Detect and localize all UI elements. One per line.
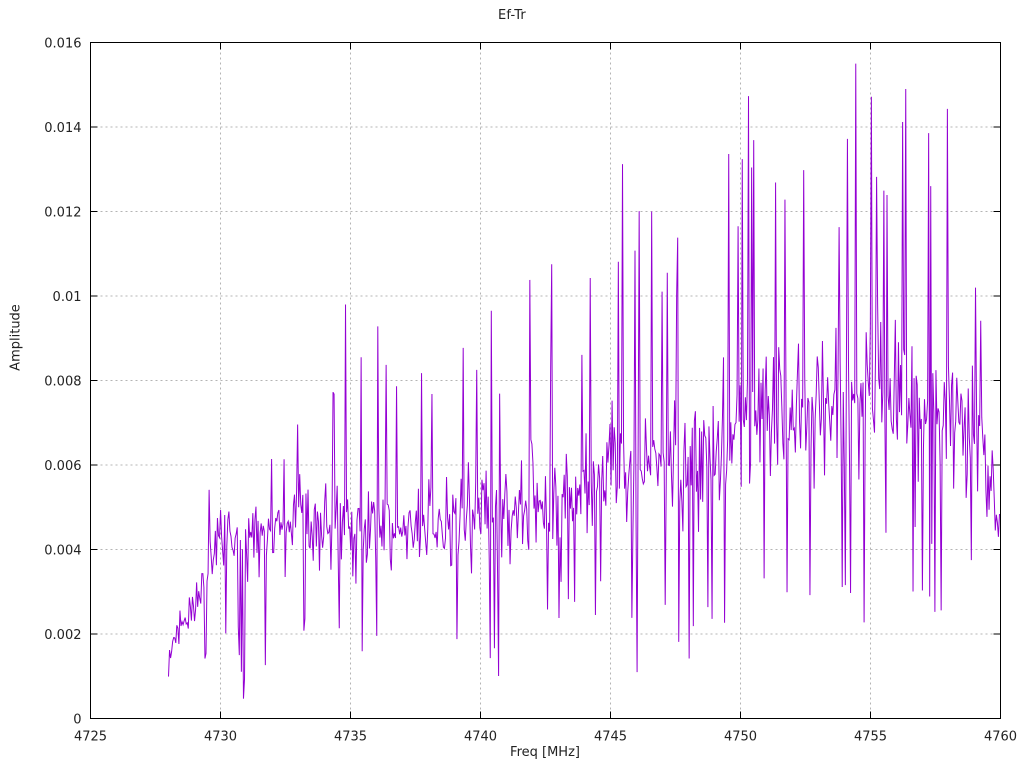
x-tick-label: 4730 xyxy=(204,730,237,745)
y-tick-label: 0 xyxy=(73,713,81,728)
y-tick-label: 0.006 xyxy=(44,459,81,474)
y-tick-label: 0.016 xyxy=(44,37,81,52)
y-tick-label: 0.012 xyxy=(44,206,81,221)
x-tick-label: 4745 xyxy=(594,730,627,745)
x-tick-label: 4750 xyxy=(724,730,757,745)
data-series-line xyxy=(168,63,1001,699)
x-tick-label: 4740 xyxy=(464,730,497,745)
chart-title: Ef-Tr xyxy=(498,8,526,23)
x-tick-label: 4735 xyxy=(334,730,367,745)
y-tick-label: 0.014 xyxy=(44,121,81,136)
x-tick-label: 4760 xyxy=(984,730,1017,745)
series-layer xyxy=(168,63,1001,699)
y-tick-label: 0.004 xyxy=(44,544,81,559)
x-axis-label: Freq [MHz] xyxy=(510,745,580,760)
y-tick-label: 0.01 xyxy=(53,290,82,305)
x-tick-label: 4755 xyxy=(854,730,887,745)
y-tick-label: 0.008 xyxy=(44,375,81,390)
y-tick-label: 0.002 xyxy=(44,628,81,643)
tick-layer: 0 0.002 0.004 0.006 0.008 0.01 0.012 0.014 0.016… xyxy=(44,37,1017,745)
x-tick-label: 4725 xyxy=(74,730,107,745)
